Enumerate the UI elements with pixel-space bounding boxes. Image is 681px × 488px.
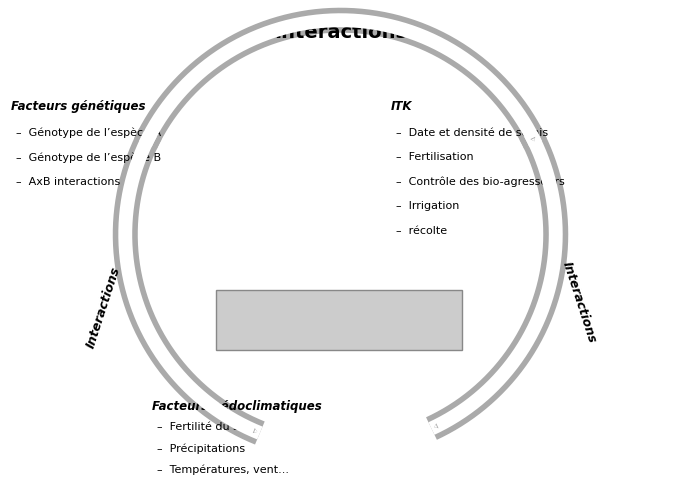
Bar bbox=[216, 289, 462, 349]
Text: Facteurs pédoclimatiques: Facteurs pédoclimatiques bbox=[152, 400, 322, 413]
Text: –  Températures, vent...: – Températures, vent... bbox=[157, 465, 289, 475]
Text: –  Génotype de l’espèce B: – Génotype de l’espèce B bbox=[16, 152, 161, 163]
Text: Interactions: Interactions bbox=[560, 260, 599, 345]
Text: –  Génotype de l’espèce A: – Génotype de l’espèce A bbox=[16, 128, 161, 138]
Text: Facteurs génétiques: Facteurs génétiques bbox=[11, 100, 145, 113]
Text: Interactions: Interactions bbox=[274, 23, 407, 42]
Text: ITK: ITK bbox=[391, 100, 413, 113]
Text: –  Fertilité du sol: – Fertilité du sol bbox=[157, 422, 249, 431]
Text: –  récolte: – récolte bbox=[396, 226, 447, 236]
Text: –  Contrôle des bio-agresseurs: – Contrôle des bio-agresseurs bbox=[396, 177, 565, 187]
Text: –  Précipitations: – Précipitations bbox=[157, 443, 245, 454]
Text: –  Fertilisation: – Fertilisation bbox=[396, 152, 473, 162]
Text: Interactions: Interactions bbox=[84, 265, 123, 350]
Text: –  Irrigation: – Irrigation bbox=[396, 202, 459, 211]
Text: –  AxB interactions: – AxB interactions bbox=[16, 177, 120, 187]
Text: –  Date et densité de semis: – Date et densité de semis bbox=[396, 128, 548, 138]
